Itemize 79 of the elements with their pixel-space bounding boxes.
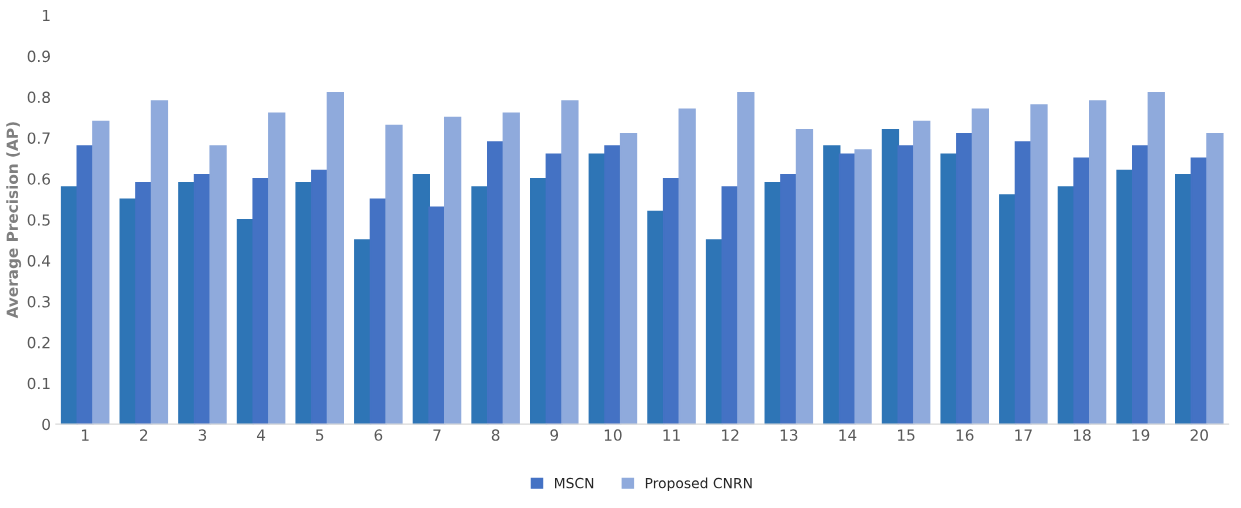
bar bbox=[823, 145, 841, 425]
bar bbox=[940, 153, 958, 425]
bar bbox=[1131, 145, 1150, 425]
bar bbox=[268, 112, 286, 425]
bar bbox=[854, 149, 872, 425]
bar bbox=[619, 132, 638, 425]
y-tick-label: 0.1 bbox=[27, 377, 50, 390]
y-tick-label: 0.6 bbox=[27, 173, 51, 185]
y-tick-label: 0.7 bbox=[27, 132, 50, 144]
x-tick-label: 12 bbox=[722, 429, 739, 441]
x-tick-label: 17 bbox=[1015, 429, 1032, 441]
y-tick-label: 0.3 bbox=[27, 295, 50, 308]
bar bbox=[1147, 92, 1165, 425]
legend-label: Proposed CNRN bbox=[645, 477, 752, 492]
y-tick-label: 0.2 bbox=[27, 336, 50, 349]
bar bbox=[604, 145, 622, 425]
bar bbox=[354, 239, 372, 425]
x-tick-label: 10 bbox=[604, 429, 622, 441]
bar bbox=[561, 100, 579, 425]
bar bbox=[737, 92, 755, 425]
x-tick-label: 4 bbox=[256, 429, 266, 441]
x-tick-label: 5 bbox=[316, 429, 324, 441]
bar bbox=[1206, 132, 1224, 425]
y-tick-label: 0.8 bbox=[27, 91, 50, 104]
bar bbox=[1174, 173, 1193, 425]
bar bbox=[913, 120, 931, 425]
bar bbox=[295, 182, 313, 425]
bar bbox=[443, 116, 462, 425]
bar bbox=[780, 173, 798, 425]
y-axis-title: Average Precision (AP) bbox=[6, 122, 22, 319]
bar bbox=[135, 182, 153, 425]
x-tick-label: 2 bbox=[140, 429, 148, 441]
x-tick-label: 16 bbox=[956, 429, 974, 441]
bar bbox=[1030, 104, 1048, 425]
bar bbox=[1116, 169, 1134, 425]
x-tick-label: 20 bbox=[1190, 429, 1208, 441]
bar bbox=[795, 128, 814, 425]
x-tick-label: 6 bbox=[374, 429, 383, 441]
bar bbox=[92, 120, 110, 425]
x-tick-label: 1 bbox=[81, 429, 89, 441]
bar bbox=[678, 108, 696, 425]
x-tick-label: 11 bbox=[663, 429, 680, 441]
bar bbox=[999, 194, 1017, 425]
y-tick-label: 0 bbox=[42, 418, 50, 431]
x-tick-label: 13 bbox=[780, 429, 798, 441]
bar bbox=[486, 141, 505, 425]
x-tick-label: 18 bbox=[1073, 429, 1091, 441]
x-tick-label: 3 bbox=[198, 429, 207, 441]
bar bbox=[1073, 157, 1091, 425]
bar bbox=[956, 132, 974, 425]
x-tick-label: 8 bbox=[491, 429, 500, 441]
bar bbox=[897, 145, 915, 425]
legend-label: MSCN bbox=[555, 477, 594, 489]
x-tick-label: 19 bbox=[1132, 429, 1150, 441]
bar bbox=[252, 177, 270, 425]
bar bbox=[311, 169, 329, 425]
bar bbox=[326, 92, 345, 425]
y-tick-label: 0.9 bbox=[27, 50, 50, 63]
x-tick-label: 15 bbox=[898, 429, 915, 441]
bar bbox=[971, 108, 990, 425]
bar bbox=[471, 186, 489, 425]
bar bbox=[705, 239, 724, 425]
x-tick-label: 7 bbox=[433, 429, 441, 441]
bar bbox=[502, 112, 520, 425]
x-tick-label: 14 bbox=[839, 429, 857, 441]
bar bbox=[178, 182, 196, 425]
bar bbox=[60, 186, 79, 425]
bar bbox=[209, 145, 227, 425]
bar bbox=[662, 177, 681, 425]
y-tick-label: 0.5 bbox=[27, 214, 50, 226]
x-tick-label: 9 bbox=[550, 429, 559, 441]
bar bbox=[150, 100, 169, 425]
bar bbox=[385, 124, 403, 425]
bar bbox=[529, 177, 548, 425]
bar bbox=[647, 210, 665, 425]
bar bbox=[1088, 100, 1107, 425]
y-tick-label: 1 bbox=[42, 9, 50, 22]
bar bbox=[428, 206, 446, 425]
y-tick-label: 0.4 bbox=[27, 255, 51, 267]
